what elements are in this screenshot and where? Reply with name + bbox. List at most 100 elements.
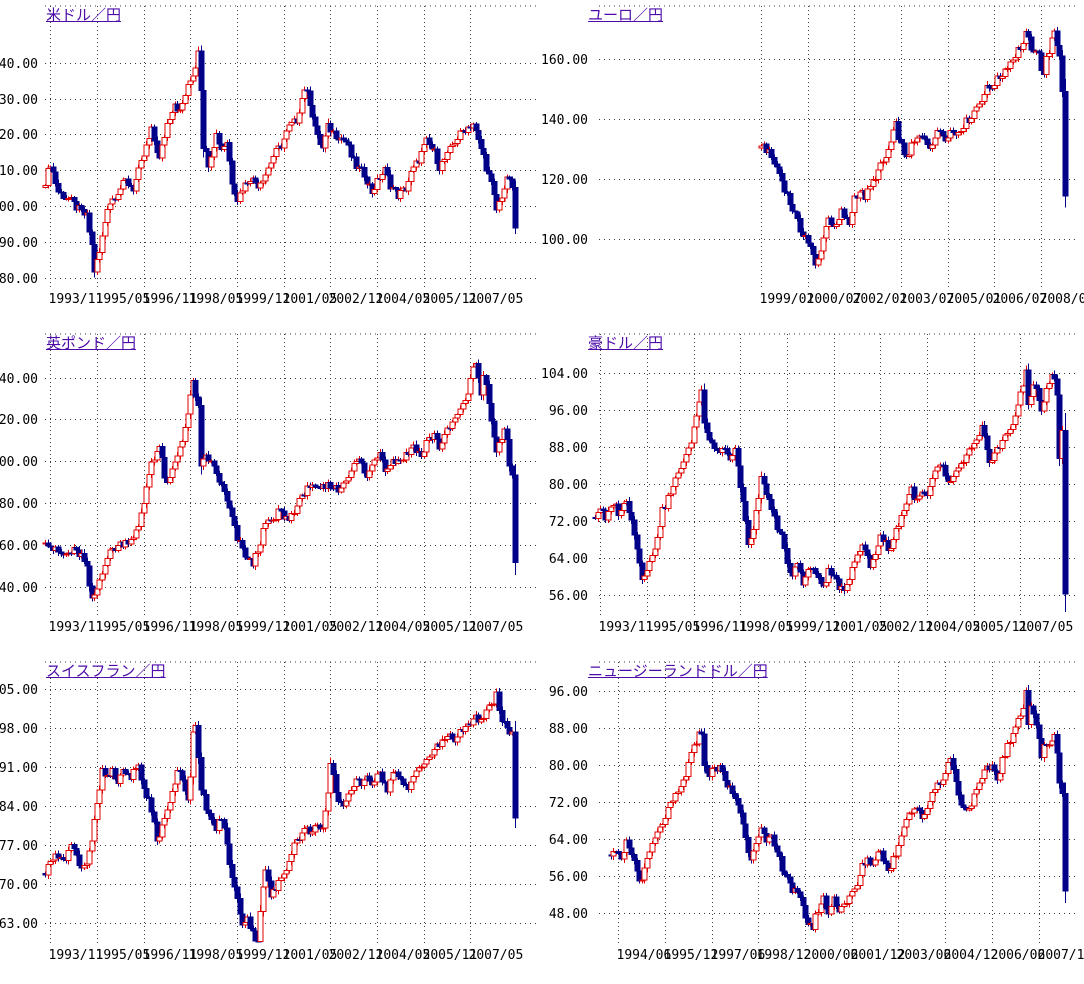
x-tick-label: 1993/11 (599, 620, 654, 635)
candle-body-down (488, 402, 495, 422)
chart-title-link-audjpy[interactable]: 豪ドル／円 (588, 334, 664, 352)
candle-body-up (685, 447, 692, 456)
candle-body-up (366, 470, 373, 478)
candle-body-down (195, 724, 202, 759)
candle-body-down (112, 768, 119, 780)
candle-body-down (358, 458, 365, 464)
candle-body-up (457, 408, 464, 416)
chart-title-link-chfjpy[interactable]: スイスフラン／円 (46, 662, 166, 680)
candle-body-down (768, 499, 775, 510)
chart-cell-nzdjpy: ニュージーランドドル／円 96.00 88.00 80.00 72.00 64.00 56… (542, 656, 1084, 984)
candle-body-down (366, 775, 373, 782)
y-tick-label: 160.00 (0, 539, 38, 554)
candle-body-up (190, 731, 197, 778)
candle-body-up (1017, 391, 1024, 406)
candle-body-down (496, 691, 503, 711)
candle-body-down (384, 167, 391, 176)
candle-body-down (179, 770, 186, 781)
candle-body-down (426, 137, 433, 145)
y-tick-label: 105.00 (0, 683, 38, 698)
candle-body-down (828, 217, 835, 225)
chart-title-link-nzdjpy[interactable]: ニュージーランドドル／円 (588, 662, 768, 680)
y-tick-label: 70.00 (0, 878, 38, 893)
candle-body-up (691, 426, 698, 444)
candle-body-up (496, 442, 503, 453)
x-tick-label: 2007/05 (469, 292, 524, 307)
candle-body-up (262, 174, 269, 182)
candle-body-up (675, 472, 682, 479)
candle-body-up (187, 80, 194, 86)
candle-body-up (854, 554, 861, 563)
y-tick-label: 100.00 (542, 233, 588, 248)
y-tick-label: 120.00 (542, 173, 588, 188)
candle-body-up (179, 102, 186, 111)
candle-body-down (151, 811, 158, 823)
x-tick-label: 1997/06 (711, 948, 766, 963)
candle-body-up (963, 454, 970, 463)
candlestick-chart-chfjpy: 105.00 98.00 91.00 84.00 77.00 70.00 63.00 1993… (0, 661, 537, 963)
candle-body-down (512, 474, 519, 564)
candle-body-down (52, 171, 59, 184)
y-tick-label: 110.00 (0, 164, 38, 179)
candle-body-up (483, 709, 490, 720)
x-tick-label: 1999/11 (786, 620, 841, 635)
candle-body-down (143, 788, 150, 798)
x-tick-label: 1995/05 (96, 948, 151, 963)
candle-body-up (1020, 707, 1027, 717)
candle-body-up (148, 461, 155, 475)
candle-body-up (135, 525, 142, 531)
candle-body-down (774, 515, 781, 531)
candle-body-up (851, 561, 858, 568)
candle-body-up (397, 189, 404, 199)
candle-body-up (104, 557, 111, 566)
candle-body-up (374, 178, 381, 191)
y-tick-label: 96.00 (549, 685, 588, 700)
x-tick-label: 2004/05 (376, 620, 431, 635)
candle-body-up (890, 539, 897, 550)
candle-body-up (413, 770, 420, 777)
candle-body-down (475, 362, 482, 379)
candle-body-down (361, 462, 368, 474)
candle-body-up (838, 906, 845, 913)
candle-body-down (309, 105, 316, 118)
candle-body-up (182, 427, 189, 442)
candle-body-up (672, 477, 679, 487)
candle-body-up (729, 454, 736, 461)
candle-body-up (174, 455, 181, 463)
candle-body-down (509, 465, 516, 476)
candle-body-up (1004, 742, 1011, 757)
candle-body-up (86, 850, 93, 865)
candle-body-up (649, 554, 656, 563)
chart-title-link-usdjpy[interactable]: 米ドル／円 (46, 6, 122, 24)
candle-body-up (885, 148, 892, 159)
candle-body-down (724, 448, 731, 455)
candle-body-down (802, 905, 809, 919)
candle-body-up (275, 879, 282, 891)
candle-body-down (60, 192, 67, 199)
candle-body-down (745, 837, 752, 853)
candle-body-down (226, 142, 233, 162)
y-tick-label: 72.00 (549, 515, 588, 530)
candle-body-up (296, 112, 303, 124)
candle-body-down (234, 886, 241, 900)
candle-body-up (257, 182, 264, 189)
candle-body-up (283, 870, 290, 875)
candle-body-up (641, 575, 648, 580)
y-tick-label: 90.00 (0, 236, 38, 251)
candle-body-up (672, 793, 679, 802)
candle-body-up (99, 235, 106, 253)
x-tick-label: 1996/11 (143, 620, 198, 635)
candle-body-up (387, 779, 394, 793)
candle-body-up (864, 188, 871, 201)
candle-body-down (483, 153, 490, 172)
chart-title-link-gbpjpy[interactable]: 英ポンド／円 (46, 334, 137, 352)
candle-body-down (81, 552, 88, 562)
candle-body-down (898, 138, 905, 144)
candle-body-up (750, 528, 757, 539)
x-tick-label: 1993/11 (49, 620, 104, 635)
x-tick-label: 1993/11 (49, 948, 104, 963)
chart-title-link-eurjpy[interactable]: ユーロ／円 (588, 6, 664, 24)
candle-body-up (890, 856, 897, 870)
candle-body-up (976, 782, 983, 790)
